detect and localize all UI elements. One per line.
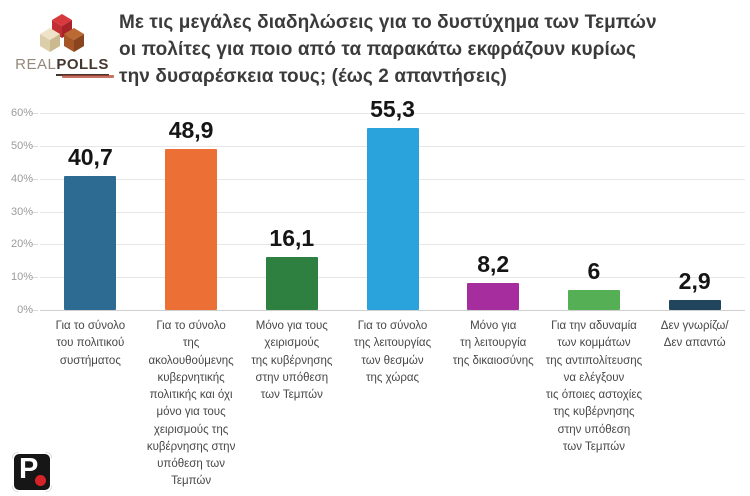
publisher-logo-dot — [35, 475, 46, 486]
plot-area: 60% 50% 40% 30% 20% 10% 0% 40,7 48,9 16,1 55,3 8,2 6… — [11, 96, 745, 316]
brand-real: REAL — [15, 56, 57, 73]
bar — [567, 290, 620, 310]
bar-chart: 60% 50% 40% 30% 20% 10% 0% 40,7 48,9 16,1 55,3 8,2 6… — [0, 96, 750, 487]
y-axis-tick — [31, 145, 38, 147]
x-axis-label: Μόνο για τους χειρισμούς της κυβέρνησης … — [251, 320, 333, 401]
y-axis-tick-label: 20% — [10, 238, 33, 251]
y-axis-tick-label: 40% — [10, 172, 33, 185]
x-axis-label: Δεν γνωρίζω/ Δεν απαντώ — [660, 320, 729, 350]
bar-value-label: 55,3 — [370, 96, 415, 123]
x-axis-label: Για το σύνολο της ακολουθούμενης κυβερνη… — [146, 320, 236, 488]
bar-column: 48,9 — [141, 113, 242, 310]
bar-value-label: 48,9 — [168, 117, 214, 144]
bar-value-label: 6 — [587, 258, 601, 285]
y-axis-tick-label: 10% — [10, 271, 33, 284]
bar — [366, 128, 419, 310]
x-axis-label: Για την αδυναμία των κομμάτων της αντιπο… — [545, 320, 643, 453]
bar-value-label: 40,7 — [67, 144, 113, 171]
y-axis-tick-label: 60% — [10, 107, 33, 119]
bar — [265, 257, 318, 310]
bar-column: 55,3 — [342, 96, 443, 310]
realpolls-cubes-icon — [40, 14, 84, 52]
bar-column: 40,7 — [40, 113, 141, 310]
header: REALPOLLS Με τις μεγάλες διαδηλώσεις για… — [0, 0, 750, 100]
x-axis-label: Μόνο για τη λειτουργία της δικαιοσύνης — [452, 320, 534, 367]
bar-column: 8,2 — [443, 113, 544, 310]
bar-value-label: 2,9 — [678, 268, 711, 295]
y-axis-tick — [31, 244, 38, 246]
bar — [165, 149, 218, 310]
bar-column: 6 — [544, 113, 645, 310]
bar-value-label: 8,2 — [477, 251, 510, 278]
bar — [64, 176, 117, 310]
bar-column: 2,9 — [644, 113, 745, 310]
x-axis-label: Για το σύνολο του πολιτικού συστήματος — [55, 320, 126, 367]
gridline — [40, 113, 745, 114]
publisher-logo-letter: P — [19, 453, 39, 485]
y-axis-tick — [31, 310, 38, 311]
x-axis-label: Για το σύνολο της λειτουργίας των θεσμών… — [353, 320, 432, 384]
bar — [668, 300, 721, 310]
bar-value-label: 16,1 — [269, 225, 315, 252]
brand-tagline-rule — [62, 75, 114, 78]
y-axis-tick — [31, 178, 38, 180]
chart-title: Με τις μεγάλες διαδηλώσεις για το δυστύχ… — [119, 12, 657, 87]
y-axis-tick — [31, 211, 38, 213]
y-axis-tick-label: 50% — [10, 139, 33, 152]
brand-polls: POLLS — [56, 56, 109, 76]
y-axis-tick — [31, 113, 38, 114]
brand-wordmark: REALPOLLS — [10, 56, 114, 76]
bar-columns: 40,7 48,9 16,1 55,3 8,2 6 2,9 — [40, 96, 745, 310]
publisher-logo: P — [12, 452, 52, 492]
realpolls-logo: REALPOLLS — [10, 12, 114, 92]
y-axis-tick — [31, 277, 38, 279]
y-axis-tick-label: 30% — [10, 205, 33, 218]
bar — [467, 283, 520, 310]
gridline — [40, 310, 745, 311]
x-axis-labels: Για το σύνολο του πολιτικού συστήματος Γι… — [40, 318, 745, 491]
bar-column: 16,1 — [241, 113, 342, 310]
y-axis-tick-label: 0% — [17, 304, 33, 316]
